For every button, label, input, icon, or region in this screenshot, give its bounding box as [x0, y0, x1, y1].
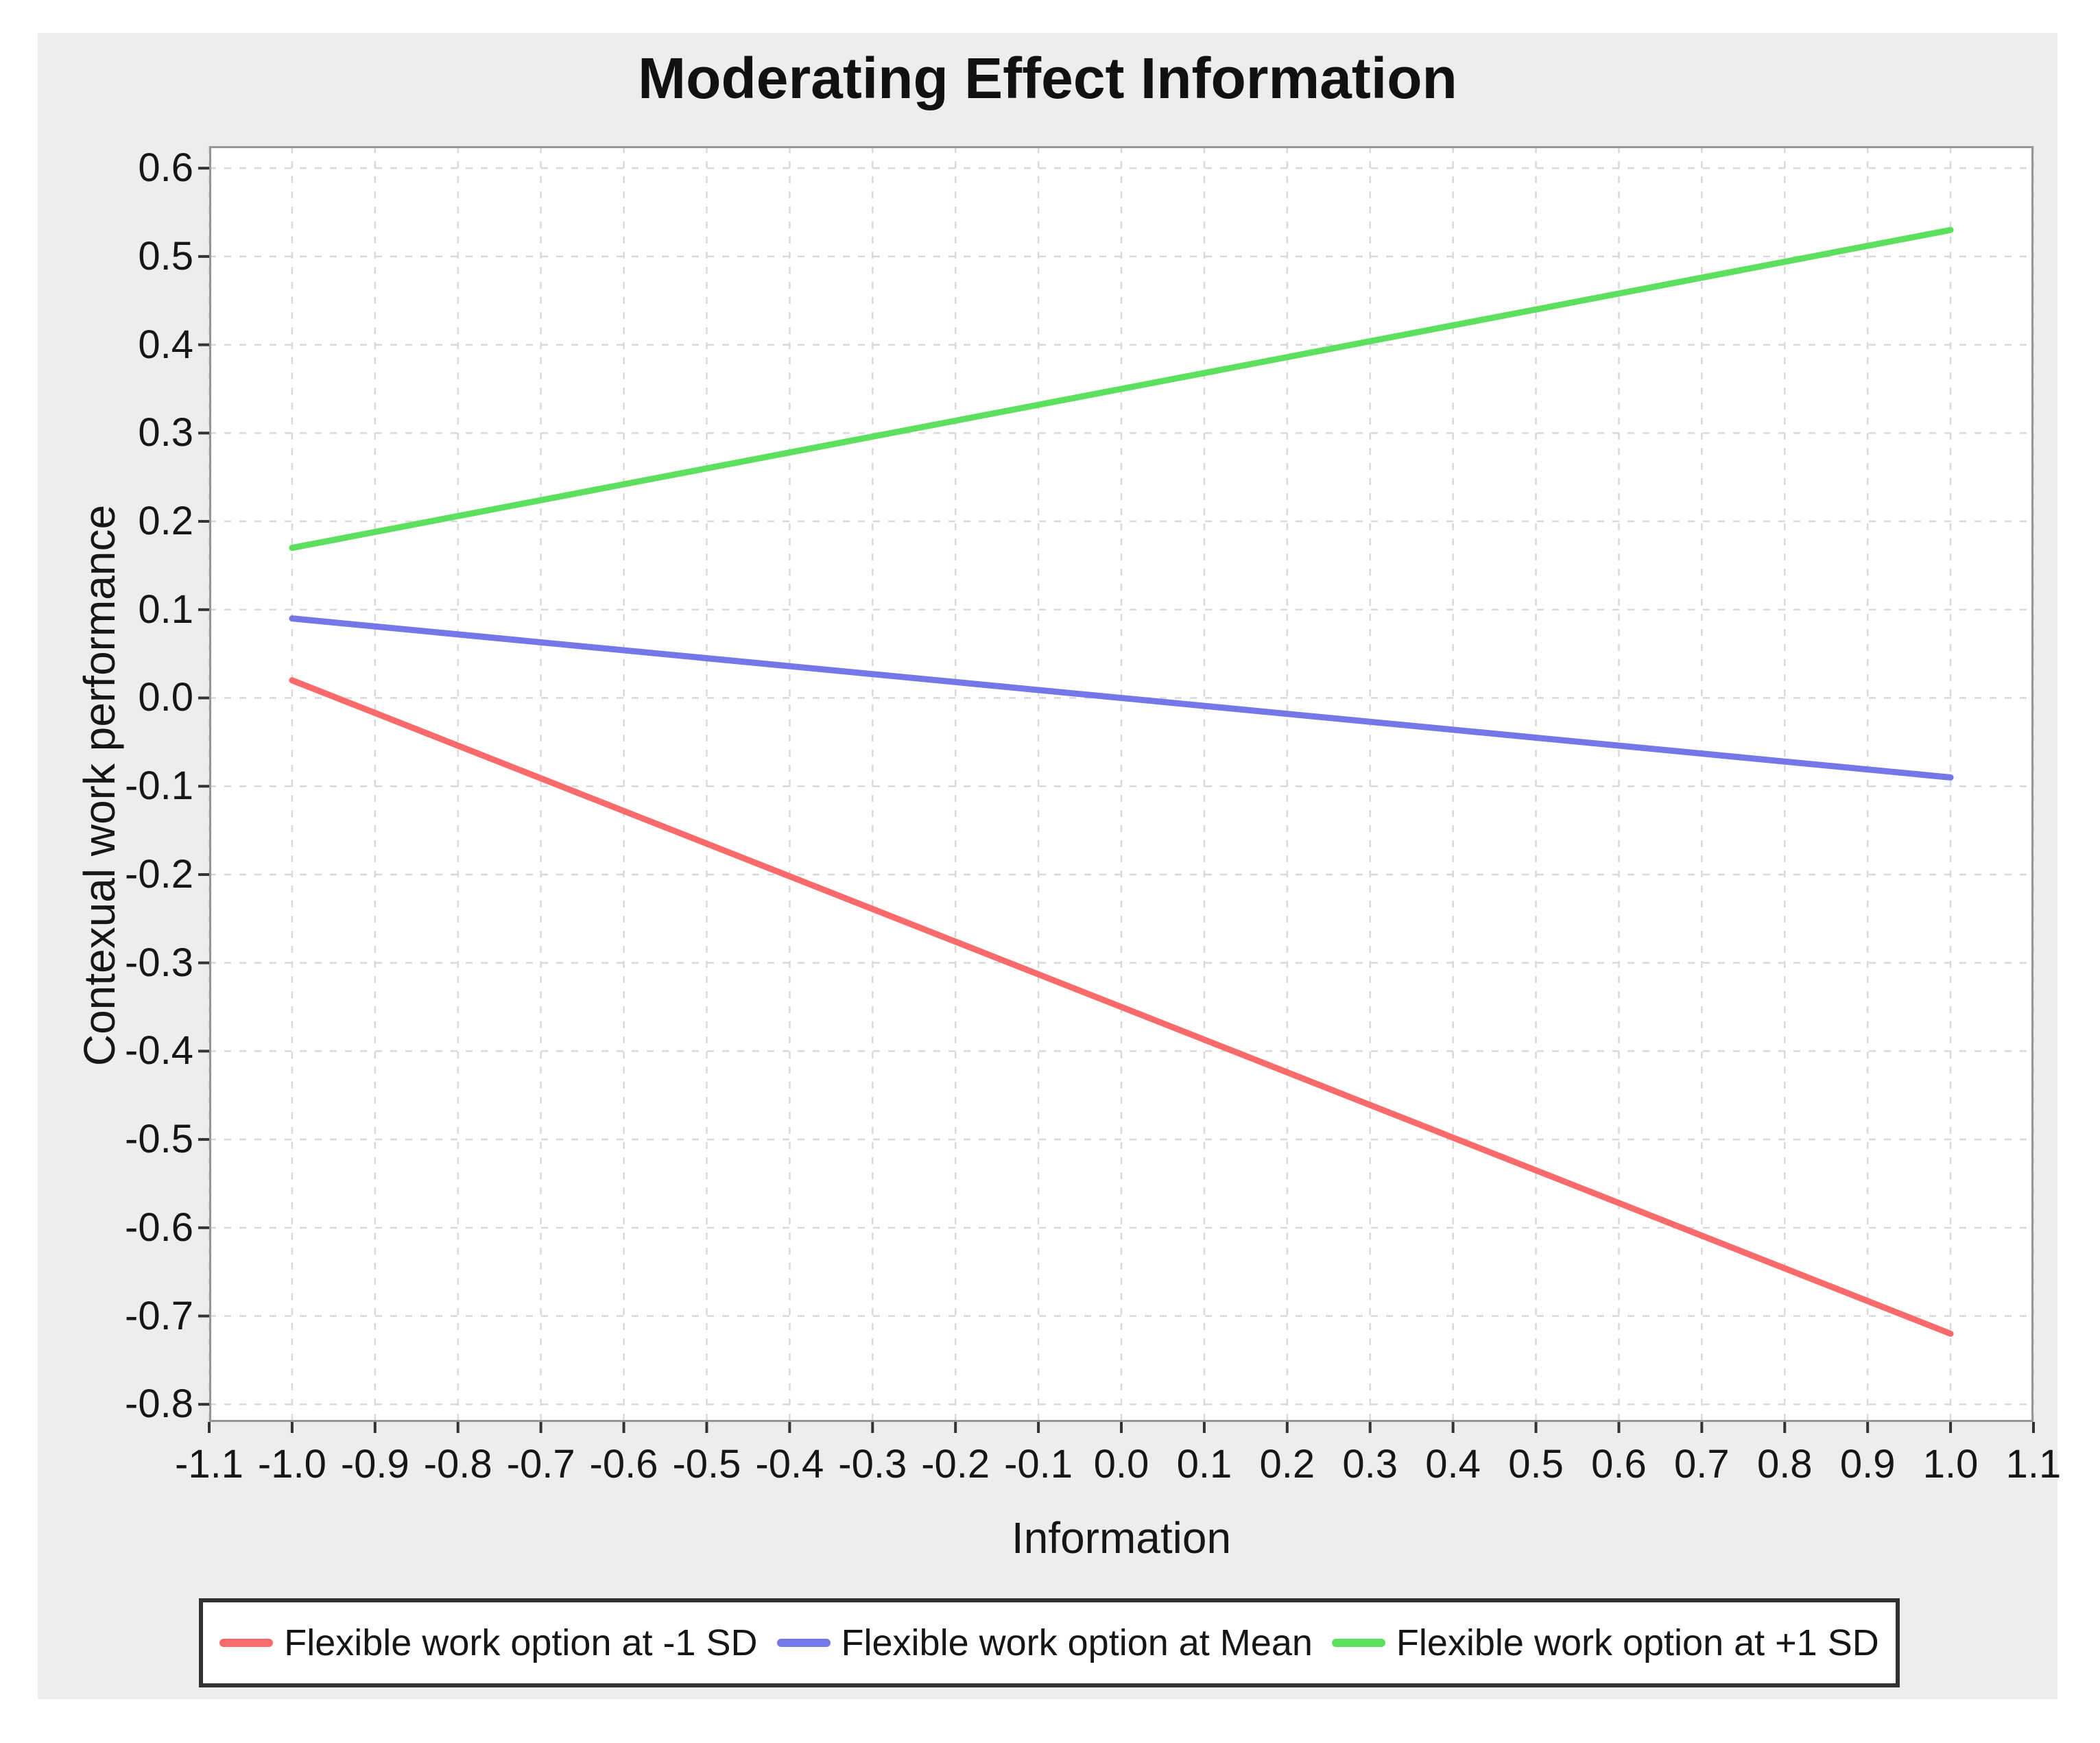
legend-line-swatch-icon [776, 1639, 831, 1647]
legend: Flexible work option at -1 SD Flexible wo… [199, 1598, 1900, 1687]
x-tick-label: -0.3 [838, 1442, 907, 1486]
legend-item-label: Flexible work option at +1 SD [1396, 1622, 1879, 1663]
series-line-2 [289, 226, 1954, 552]
x-tick-label: -0.4 [755, 1442, 824, 1486]
x-tick-label: -0.5 [672, 1442, 741, 1486]
y-tick-label: -0.3 [125, 940, 193, 985]
plot-border [209, 146, 2033, 1422]
y-tick-label: -0.5 [125, 1117, 193, 1162]
legend-item-label: Flexible work option at Mean [841, 1622, 1313, 1663]
x-tick-label: -0.6 [589, 1442, 658, 1486]
y-tick-label: 0.5 [138, 233, 193, 278]
x-tick-label: -0.1 [1004, 1442, 1073, 1486]
x-tick-label: -1.0 [257, 1442, 326, 1486]
x-tick-label: 0.3 [1342, 1442, 1398, 1486]
legend-line-swatch-icon [1331, 1639, 1385, 1647]
x-axis-title: Information [1011, 1513, 1232, 1563]
y-tick-label: -0.7 [125, 1293, 193, 1338]
x-tick-label: 0.5 [1508, 1442, 1564, 1486]
plot-area [198, 146, 2035, 1433]
x-tick-label: 0.8 [1756, 1442, 1813, 1486]
legend-item: Flexible work option at -1 SD [219, 1622, 758, 1664]
y-tick-label: 0.1 [138, 586, 193, 632]
x-tick-label: 0.2 [1259, 1442, 1315, 1486]
chart-panel: Moderating Effect Information -1.1 -1.0 -0… [38, 33, 2061, 1699]
y-tick-label: 0.6 [138, 145, 193, 191]
x-tick-label: 1.0 [1922, 1442, 1979, 1486]
x-tick-label: -0.8 [423, 1442, 492, 1486]
series-line-1 [289, 615, 1954, 781]
x-tick-label: -0.2 [921, 1442, 990, 1486]
x-tick-label: -0.7 [506, 1442, 575, 1486]
legend-item: Flexible work option at +1 SD [1331, 1622, 1879, 1664]
plot-svg [198, 146, 2035, 1433]
y-axis-title: Contexual work performance [75, 504, 124, 1067]
series-line-0 [289, 677, 1954, 1337]
legend-item-label: Flexible work option at -1 SD [284, 1622, 758, 1663]
x-tick-label: -0.9 [340, 1442, 409, 1486]
chart-title: Moderating Effect Information [638, 46, 1457, 110]
y-tick-label: -0.2 [125, 851, 193, 897]
x-tick-label: 0.1 [1176, 1442, 1232, 1486]
x-tick-label: 0.6 [1591, 1442, 1647, 1486]
x-tick-label: 0.0 [1093, 1442, 1149, 1486]
x-tick-label: 0.4 [1425, 1442, 1481, 1486]
y-tick-label: -0.6 [125, 1205, 193, 1250]
legend-line-swatch-icon [219, 1639, 274, 1647]
y-tick-label: 0.3 [138, 410, 193, 455]
legend-item: Flexible work option at Mean [776, 1622, 1313, 1664]
x-tick-label: 1.1 [2005, 1442, 2062, 1486]
y-tick-label: -0.8 [125, 1382, 193, 1427]
y-tick-label: -0.1 [125, 763, 193, 809]
x-tick-label: 0.9 [1839, 1442, 1896, 1486]
y-tick-label: -0.4 [125, 1028, 193, 1074]
x-tick-label: 0.7 [1674, 1442, 1730, 1486]
x-tick-label: -1.1 [175, 1442, 243, 1486]
y-tick-label: 0.2 [138, 499, 193, 544]
y-tick-label: 0.0 [138, 675, 193, 720]
y-tick-label: 0.4 [138, 322, 193, 367]
